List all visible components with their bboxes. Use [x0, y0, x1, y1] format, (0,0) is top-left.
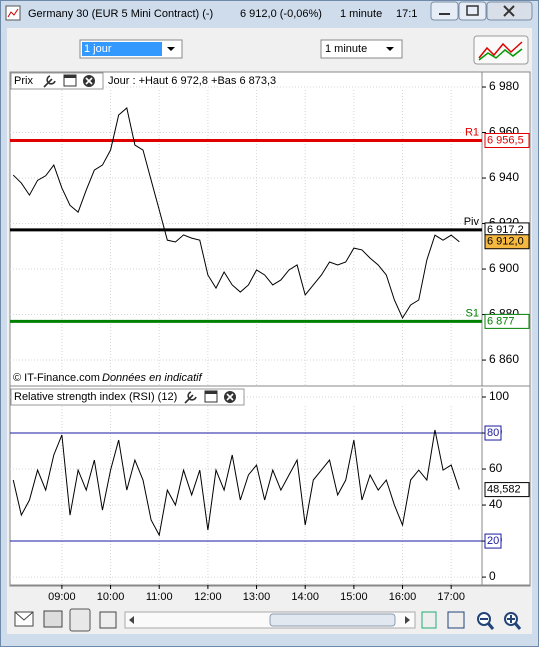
y-tick-label: 100	[489, 389, 509, 403]
zoom-in-glyph	[507, 615, 515, 623]
level-value-box	[484, 313, 530, 329]
x-tick-label: 09:00	[48, 591, 76, 603]
level-value-label: 6 956,5	[487, 134, 524, 146]
series-line	[12, 429, 460, 537]
y-tick-label: 6 980	[489, 79, 519, 93]
window-icon-bar	[64, 75, 76, 78]
period-selection	[82, 42, 162, 56]
panel-title: Prix	[14, 75, 33, 87]
fit-button[interactable]	[447, 611, 465, 629]
zoom-handle	[513, 622, 522, 630]
chart-area	[9, 71, 531, 587]
settings-icon[interactable]	[43, 75, 56, 88]
x-tick-label: 10:00	[97, 591, 125, 603]
scroll-left[interactable]	[129, 616, 134, 624]
level-value-label: 20	[487, 535, 499, 547]
panel-title: Relative strength index (RSI) (12)	[14, 391, 177, 403]
maximize-button[interactable]	[458, 1, 487, 21]
x-tick-label: 16:00	[389, 591, 417, 603]
window-quote: 6 912,0 (-0,06%)	[240, 8, 322, 20]
period-value: 1 jour	[84, 43, 112, 55]
x-tick-label: 15:00	[340, 591, 368, 603]
x-tick-label: 13:00	[243, 591, 271, 603]
chart-style-glyph	[478, 48, 523, 61]
dropdown-arrow	[386, 47, 394, 51]
interval-value: 1 minute	[325, 43, 367, 55]
last-value-box	[484, 482, 530, 498]
level-value-box	[484, 425, 502, 441]
close-icon-glyph	[85, 77, 93, 85]
level-value-label: 80	[487, 427, 499, 439]
mail-glyph	[14, 611, 34, 621]
disclaimer: Données en indicatif	[102, 372, 203, 384]
x-tick-label: 12:00	[194, 591, 222, 603]
app-icon-glyph	[7, 8, 19, 18]
auto-button[interactable]	[421, 611, 437, 629]
last-value-label: 48,582	[487, 483, 521, 495]
scroll-right[interactable]	[405, 616, 410, 624]
series-line	[12, 107, 460, 320]
y-tick-label: 6 940	[489, 170, 519, 184]
window-icon-bar	[205, 391, 217, 394]
dropdown-arrow	[167, 47, 175, 51]
panel-header	[10, 72, 104, 90]
link-button[interactable]	[69, 608, 91, 632]
level-value-label: 6 917,2	[487, 224, 524, 236]
last-value-box	[484, 234, 530, 250]
maximize-glyph	[466, 5, 479, 16]
y-tick-label: 6 900	[489, 261, 519, 275]
minimize-button[interactable]	[430, 1, 459, 21]
close-glyph	[503, 5, 515, 17]
settings-icon[interactable]	[184, 391, 197, 404]
window-time: 17:1	[396, 8, 417, 20]
y-tick-label: 40	[489, 497, 503, 511]
panel-header	[10, 388, 245, 406]
copyright: © IT-Finance.com	[13, 372, 100, 384]
y-tick-label: 0	[489, 569, 496, 583]
level-label: S1	[466, 307, 479, 319]
x-tick-label: 11:00	[146, 591, 173, 603]
panel-subtitle: Jour : +Haut 6 972,8 +Bas 6 873,3	[108, 75, 276, 87]
level-value-label: 6 877	[487, 315, 515, 327]
print-button[interactable]	[43, 610, 63, 628]
level-value-box	[484, 533, 502, 549]
last-value-label: 6 912,0	[487, 236, 524, 248]
app-icon	[5, 5, 21, 21]
level-label: Piv	[464, 216, 480, 228]
level-label: R1	[465, 126, 479, 138]
level-value-box	[484, 132, 530, 148]
y-tick-label: 6 860	[489, 352, 519, 366]
scroll-thumb[interactable]	[269, 613, 396, 627]
close-icon-glyph	[226, 393, 234, 401]
zoom-handle	[486, 622, 495, 630]
chart-style-glyph	[478, 41, 523, 59]
interval-dropdown[interactable]	[320, 39, 403, 59]
x-tick-label: 17:00	[437, 591, 465, 603]
y-tick-label: 60	[489, 461, 503, 475]
window-title: Germany 30 (EUR 5 Mini Contract) (-)	[28, 8, 213, 20]
window-interval: 1 minute	[340, 8, 382, 20]
x-tick-label: 14:00	[291, 591, 319, 603]
settings-button[interactable]	[99, 611, 117, 629]
chart-style-button[interactable]	[473, 35, 529, 65]
